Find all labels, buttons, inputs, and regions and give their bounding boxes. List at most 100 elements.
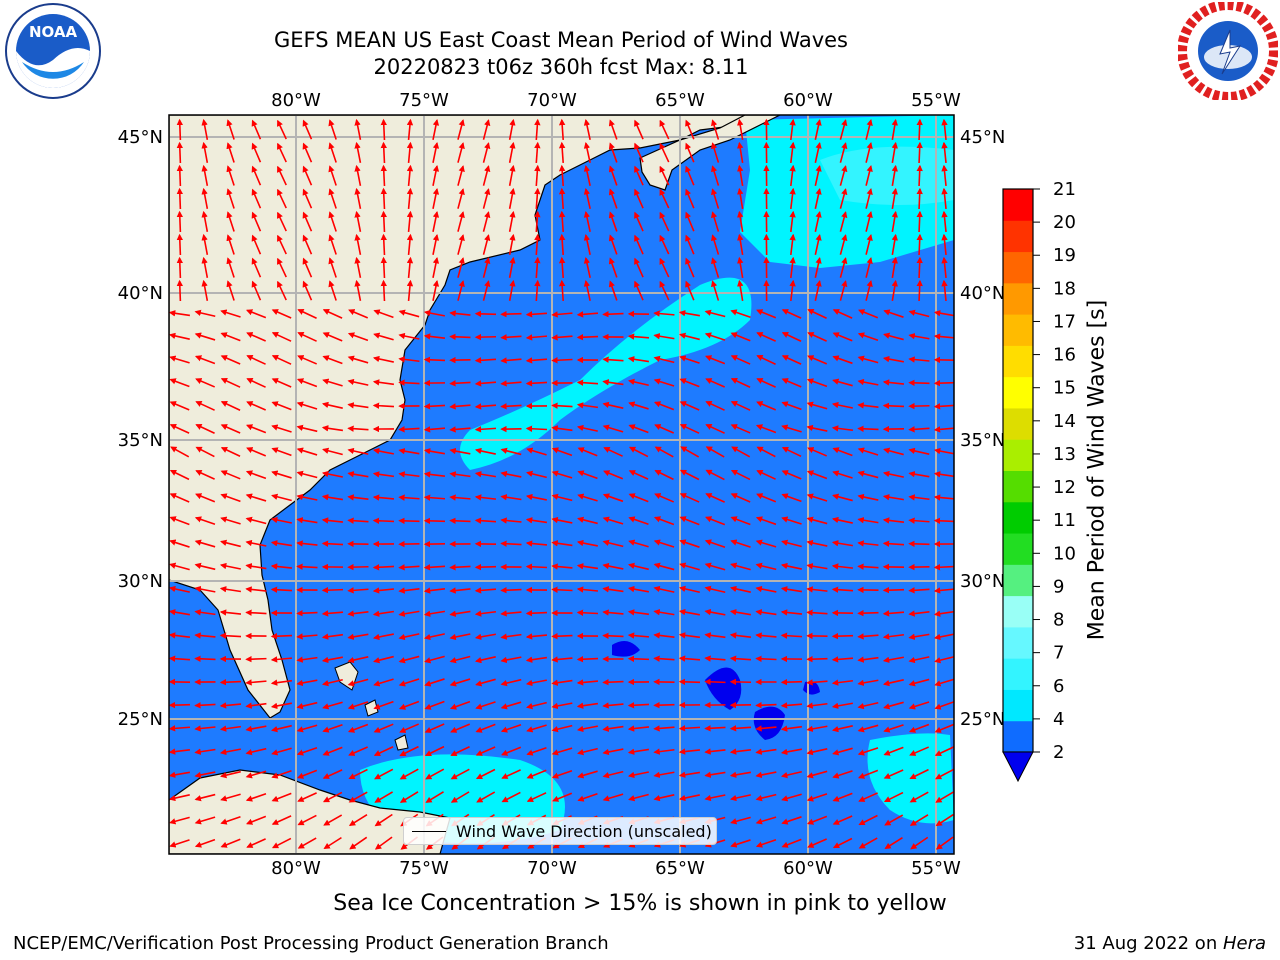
wave-direction-arrow xyxy=(251,257,262,278)
wave-direction-arrow xyxy=(933,517,954,524)
wave-direction-arrow xyxy=(608,188,618,209)
wave-direction-arrow xyxy=(603,447,623,457)
wave-direction-arrow xyxy=(219,609,242,616)
wave-direction-arrow xyxy=(789,233,796,256)
wave-direction-arrow xyxy=(328,142,337,163)
wave-direction-arrow xyxy=(226,165,235,186)
credit-text: NCEP/EMC/Verification Post Processing Pr… xyxy=(13,933,609,954)
wave-direction-arrow xyxy=(730,332,751,342)
wave-direction-arrow xyxy=(226,188,235,209)
wave-direction-arrow xyxy=(449,700,471,710)
wave-direction-arrow xyxy=(398,564,420,571)
wave-direction-arrow xyxy=(756,470,776,480)
wave-direction-arrow xyxy=(449,678,471,687)
wave-direction-arrow xyxy=(354,187,362,209)
colorbar-tick-label: 7 xyxy=(1053,643,1064,664)
wave-direction-arrow xyxy=(814,233,822,255)
wave-direction-arrow xyxy=(576,609,599,616)
wave-direction-arrow xyxy=(602,609,624,616)
wave-direction-arrow xyxy=(406,210,414,233)
wave-direction-arrow xyxy=(602,424,624,433)
wave-direction-arrow xyxy=(246,815,267,825)
wave-direction-arrow xyxy=(933,379,954,387)
wave-direction-arrow xyxy=(398,655,420,664)
wave-direction-arrow xyxy=(576,311,599,318)
wave-direction-arrow xyxy=(583,187,591,209)
wave-direction-arrow xyxy=(220,793,241,802)
wave-direction-arrow xyxy=(780,609,803,616)
wave-direction-arrow xyxy=(551,747,573,756)
wave-direction-arrow xyxy=(201,187,209,209)
wave-direction-arrow xyxy=(806,539,828,547)
wave-direction-arrow xyxy=(297,769,318,779)
wave-direction-arrow xyxy=(219,562,241,570)
wave-direction-arrow xyxy=(526,746,547,756)
wave-direction-arrow xyxy=(882,470,904,478)
wave-direction-arrow xyxy=(302,188,313,209)
wave-direction-arrow xyxy=(865,188,873,209)
wave-direction-arrow xyxy=(705,446,725,458)
wave-direction-arrow xyxy=(321,540,344,547)
wave-direction-arrow xyxy=(169,771,190,778)
wave-direction-arrow xyxy=(170,446,190,458)
wave-direction-arrow xyxy=(685,234,695,255)
colorbar-segment xyxy=(1003,564,1033,597)
wave-direction-arrow xyxy=(558,210,566,233)
wave-direction-arrow xyxy=(296,633,318,640)
wave-direction-arrow xyxy=(508,210,516,232)
wave-direction-arrow xyxy=(832,792,853,802)
wave-direction-arrow xyxy=(730,378,751,388)
wave-direction-arrow xyxy=(608,257,618,278)
wave-direction-arrow xyxy=(201,210,209,232)
wave-direction-arrow xyxy=(781,309,802,319)
wave-direction-arrow xyxy=(457,142,465,163)
wave-direction-arrow xyxy=(226,280,235,301)
wave-direction-arrow xyxy=(245,539,267,547)
wave-direction-arrow xyxy=(933,310,954,317)
wave-direction-arrow xyxy=(577,470,598,480)
wave-direction-arrow xyxy=(500,447,522,456)
wave-direction-arrow xyxy=(423,610,445,617)
wave-direction-arrow xyxy=(755,838,777,848)
wave-direction-arrow xyxy=(551,769,573,779)
wave-direction-arrow xyxy=(916,256,923,279)
wave-direction-arrow xyxy=(398,700,420,710)
wave-direction-arrow xyxy=(780,586,803,593)
wave-direction-arrow xyxy=(781,470,802,480)
wave-direction-arrow xyxy=(857,633,879,640)
wave-direction-arrow xyxy=(508,187,516,209)
wave-direction-arrow xyxy=(399,723,420,733)
wave-direction-arrow xyxy=(781,493,802,503)
wave-direction-arrow xyxy=(482,280,491,301)
wave-direction-arrow xyxy=(685,211,695,232)
wave-direction-arrow xyxy=(347,701,369,710)
wave-direction-arrow xyxy=(627,771,649,779)
lon-label-bottom: 70°W xyxy=(527,858,577,879)
wave-direction-arrow xyxy=(525,610,548,617)
lon-label-top: 75°W xyxy=(399,90,449,111)
wave-direction-arrow xyxy=(941,118,948,141)
wave-direction-arrow xyxy=(372,471,395,478)
wave-direction-arrow xyxy=(551,633,573,640)
wave-direction-arrow xyxy=(449,494,471,501)
host-name: Hera xyxy=(1222,933,1266,954)
wave-direction-arrow xyxy=(449,380,471,387)
wave-direction-arrow xyxy=(602,539,624,548)
lat-label-right: 25°N xyxy=(960,709,1005,730)
wave-direction-arrow xyxy=(380,118,387,141)
wave-direction-arrow xyxy=(628,446,649,458)
wave-direction-arrow xyxy=(839,211,848,232)
colorbar-segment xyxy=(1003,282,1033,315)
wave-direction-arrow xyxy=(583,164,591,186)
wave-direction-arrow xyxy=(220,470,241,480)
wave-direction-arrow xyxy=(780,702,803,709)
wave-direction-arrow xyxy=(374,813,393,827)
wave-direction-arrow xyxy=(789,164,796,187)
wave-direction-arrow xyxy=(169,562,190,571)
wave-direction-arrow xyxy=(551,402,573,409)
wave-direction-arrow xyxy=(941,164,948,187)
wave-direction-arrow xyxy=(756,332,776,342)
wave-direction-arrow xyxy=(226,234,235,255)
wave-direction-arrow xyxy=(608,234,618,255)
wave-direction-arrow xyxy=(270,632,293,640)
